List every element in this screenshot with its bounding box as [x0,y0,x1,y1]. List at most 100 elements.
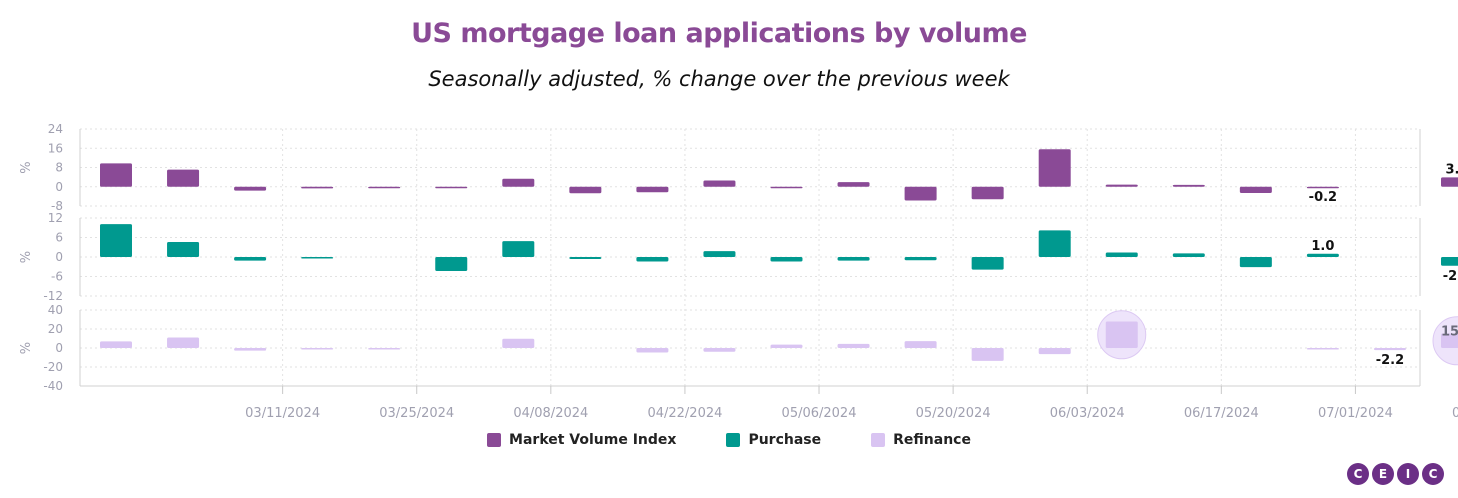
y-tick-label: 20 [48,322,63,336]
bar [703,251,736,257]
bar [1239,186,1272,194]
bar [1441,177,1458,187]
bar [1038,230,1071,257]
bar [167,242,200,257]
bar [1373,348,1406,351]
bar [904,186,937,201]
bar [1172,253,1205,257]
bar [502,338,535,348]
y-tick-label: 12 [48,211,63,225]
legend-swatch-refinance [871,433,886,447]
legend-label-market: Market Volume Index [509,432,677,448]
x-tick-label: 06/17/2024 [1184,406,1259,421]
x-tick-label: 06/03/2024 [1050,406,1125,421]
y-tick-label: -6 [51,270,63,284]
x-tick-label: 04/08/2024 [513,406,588,421]
y-tick-label: -8 [51,199,63,213]
bar [234,257,267,261]
data-label: -0.2 [1309,190,1337,205]
bar [971,257,1004,270]
y-tick-label: 0 [55,250,63,264]
bar [234,348,267,351]
bar [502,178,535,187]
x-tick-label: 03/25/2024 [379,406,454,421]
bar [435,257,468,271]
data-label: 15.2 [1441,325,1458,340]
bar [301,257,334,259]
logo-letter: E [1372,463,1394,485]
bar [368,348,401,350]
legend: Market Volume Index Purchase Refinance [0,432,1458,448]
bar [1441,333,1458,348]
x-tick-label: 05/20/2024 [916,406,991,421]
x-tick-label: 04/22/2024 [647,406,722,421]
bar [703,348,736,352]
legend-item-purchase[interactable]: Purchase [726,432,821,448]
bar [703,180,736,187]
bar [837,343,870,348]
legend-item-market[interactable]: Market Volume Index [487,432,676,448]
legend-swatch-market [487,433,502,447]
logo-letter: C [1422,463,1444,485]
data-label: -2.7 [1443,269,1458,284]
bar [636,348,669,353]
bar [1239,257,1272,268]
bar [1306,348,1339,350]
x-tick-label: 03/11/2024 [245,406,320,421]
bar [837,182,870,187]
bar [904,341,937,348]
y-tick-label: 16 [48,141,63,155]
y-tick-label: -12 [43,289,63,303]
x-tick-label: 07/15/2024 [1452,406,1458,421]
bar [100,341,132,348]
bar [837,257,870,261]
ceic-logo: C E I C [1347,463,1444,485]
data-label: 3.9 [1445,162,1458,177]
bar [301,186,334,189]
logo-letter: I [1397,463,1419,485]
bar [234,186,267,191]
bar [167,337,200,348]
bar [100,163,132,187]
bar [636,186,669,193]
bar [301,348,334,350]
y-tick-label: -20 [43,360,63,374]
y-tick-label: 40 [48,303,63,317]
bar [1172,184,1205,187]
legend-label-purchase: Purchase [748,432,822,448]
bar [1038,348,1071,355]
bar [1306,186,1339,189]
bar [770,344,803,348]
logo-letter: C [1347,463,1369,485]
legend-swatch-purchase [726,433,741,447]
bar [1038,149,1071,187]
y-tick-label: -40 [43,379,63,393]
data-label: -2.2 [1376,353,1404,368]
y-axis-label: % [19,161,34,173]
y-tick-label: 0 [55,180,63,194]
bar [435,186,468,189]
bar [770,257,803,262]
bar [502,241,535,257]
bar [368,186,401,189]
legend-label-refinance: Refinance [893,432,971,448]
bar [1105,184,1138,187]
x-tick-label: 07/01/2024 [1318,406,1393,421]
y-tick-label: 0 [55,341,63,355]
y-tick-label: 8 [55,161,63,175]
legend-item-refinance[interactable]: Refinance [871,432,971,448]
x-tick-label: 05/06/2024 [782,406,857,421]
bar [100,224,132,257]
bar [1105,321,1138,348]
bar [1441,257,1458,266]
bar [636,257,669,262]
data-label: 1.0 [1311,239,1334,254]
bar [167,169,200,187]
bar [971,186,1004,200]
bar [1105,252,1138,257]
chart-title: US mortgage loan applications by volume [411,18,1027,49]
y-axis-label: % [19,342,34,354]
bar [569,257,602,259]
bar [904,257,937,261]
bar [569,186,602,194]
